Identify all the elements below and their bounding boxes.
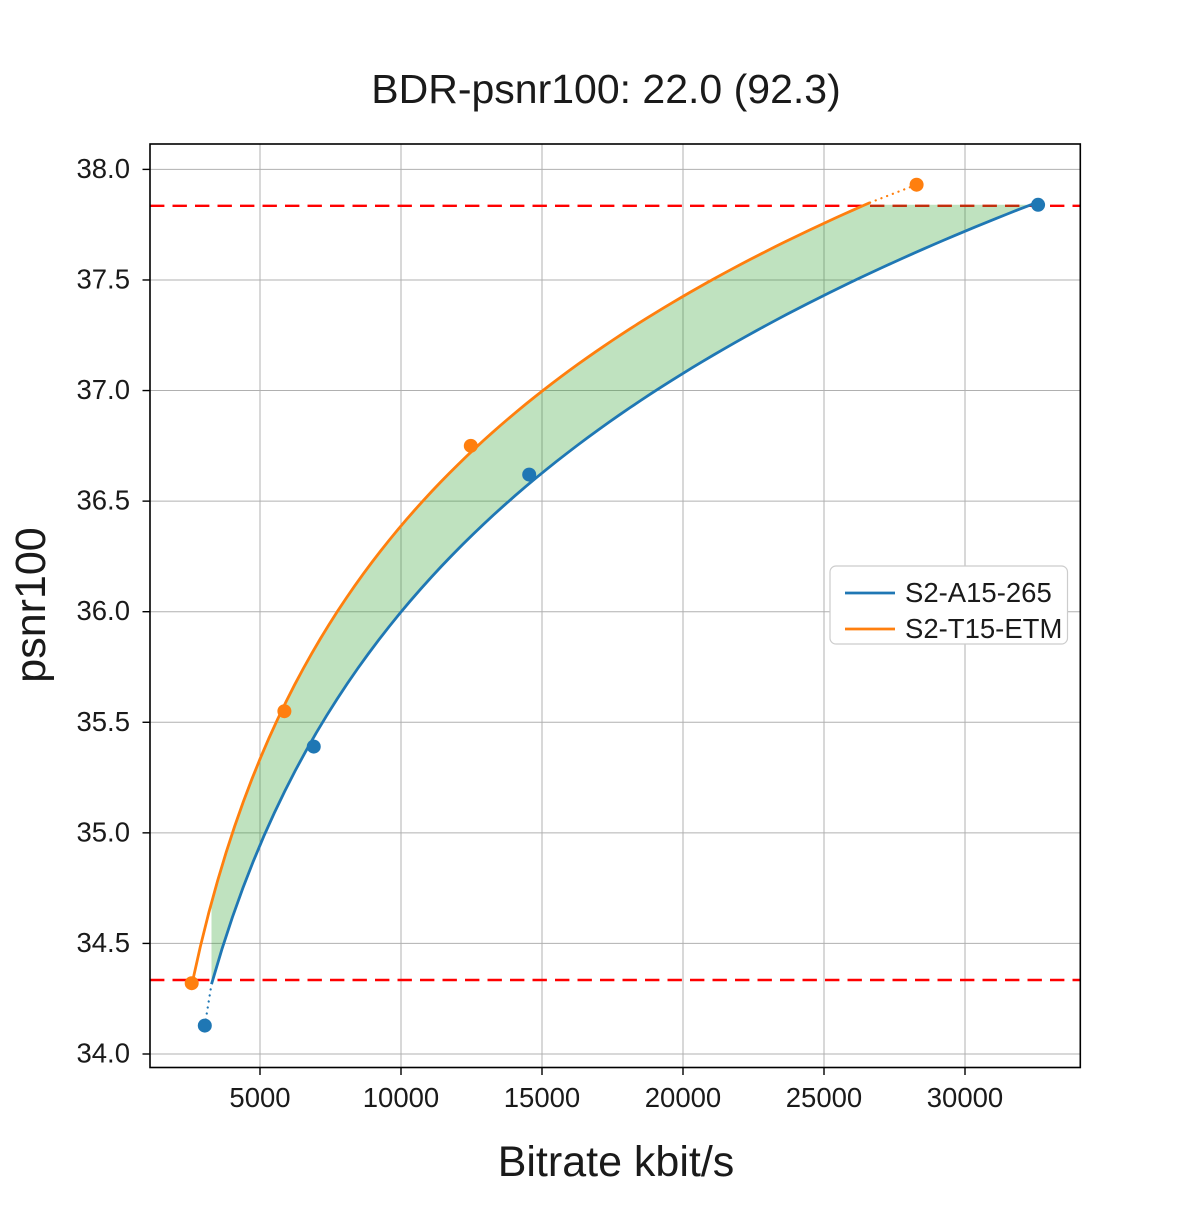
svg-text:10000: 10000	[363, 1082, 439, 1113]
svg-text:S2-A15-265: S2-A15-265	[905, 577, 1052, 608]
svg-text:S2-T15-ETM: S2-T15-ETM	[905, 613, 1062, 644]
svg-text:20000: 20000	[645, 1082, 721, 1113]
svg-text:38.0: 38.0	[76, 153, 130, 184]
svg-text:30000: 30000	[927, 1082, 1003, 1113]
svg-text:36.5: 36.5	[76, 485, 130, 516]
svg-text:15000: 15000	[504, 1082, 580, 1113]
svg-text:36.0: 36.0	[76, 595, 130, 626]
svg-text:5000: 5000	[229, 1082, 290, 1113]
svg-text:35.0: 35.0	[76, 816, 130, 847]
svg-text:psnr100: psnr100	[7, 527, 55, 682]
svg-text:35.5: 35.5	[76, 706, 130, 737]
svg-text:37.0: 37.0	[76, 374, 130, 405]
svg-text:34.0: 34.0	[76, 1038, 130, 1069]
svg-text:34.5: 34.5	[76, 927, 130, 958]
svg-text:25000: 25000	[786, 1082, 862, 1113]
svg-text:37.5: 37.5	[76, 264, 130, 295]
svg-text:Bitrate kbit/s: Bitrate kbit/s	[498, 1138, 735, 1186]
svg-text:BDR-psnr100: 22.0 (92.3): BDR-psnr100: 22.0 (92.3)	[371, 66, 840, 112]
